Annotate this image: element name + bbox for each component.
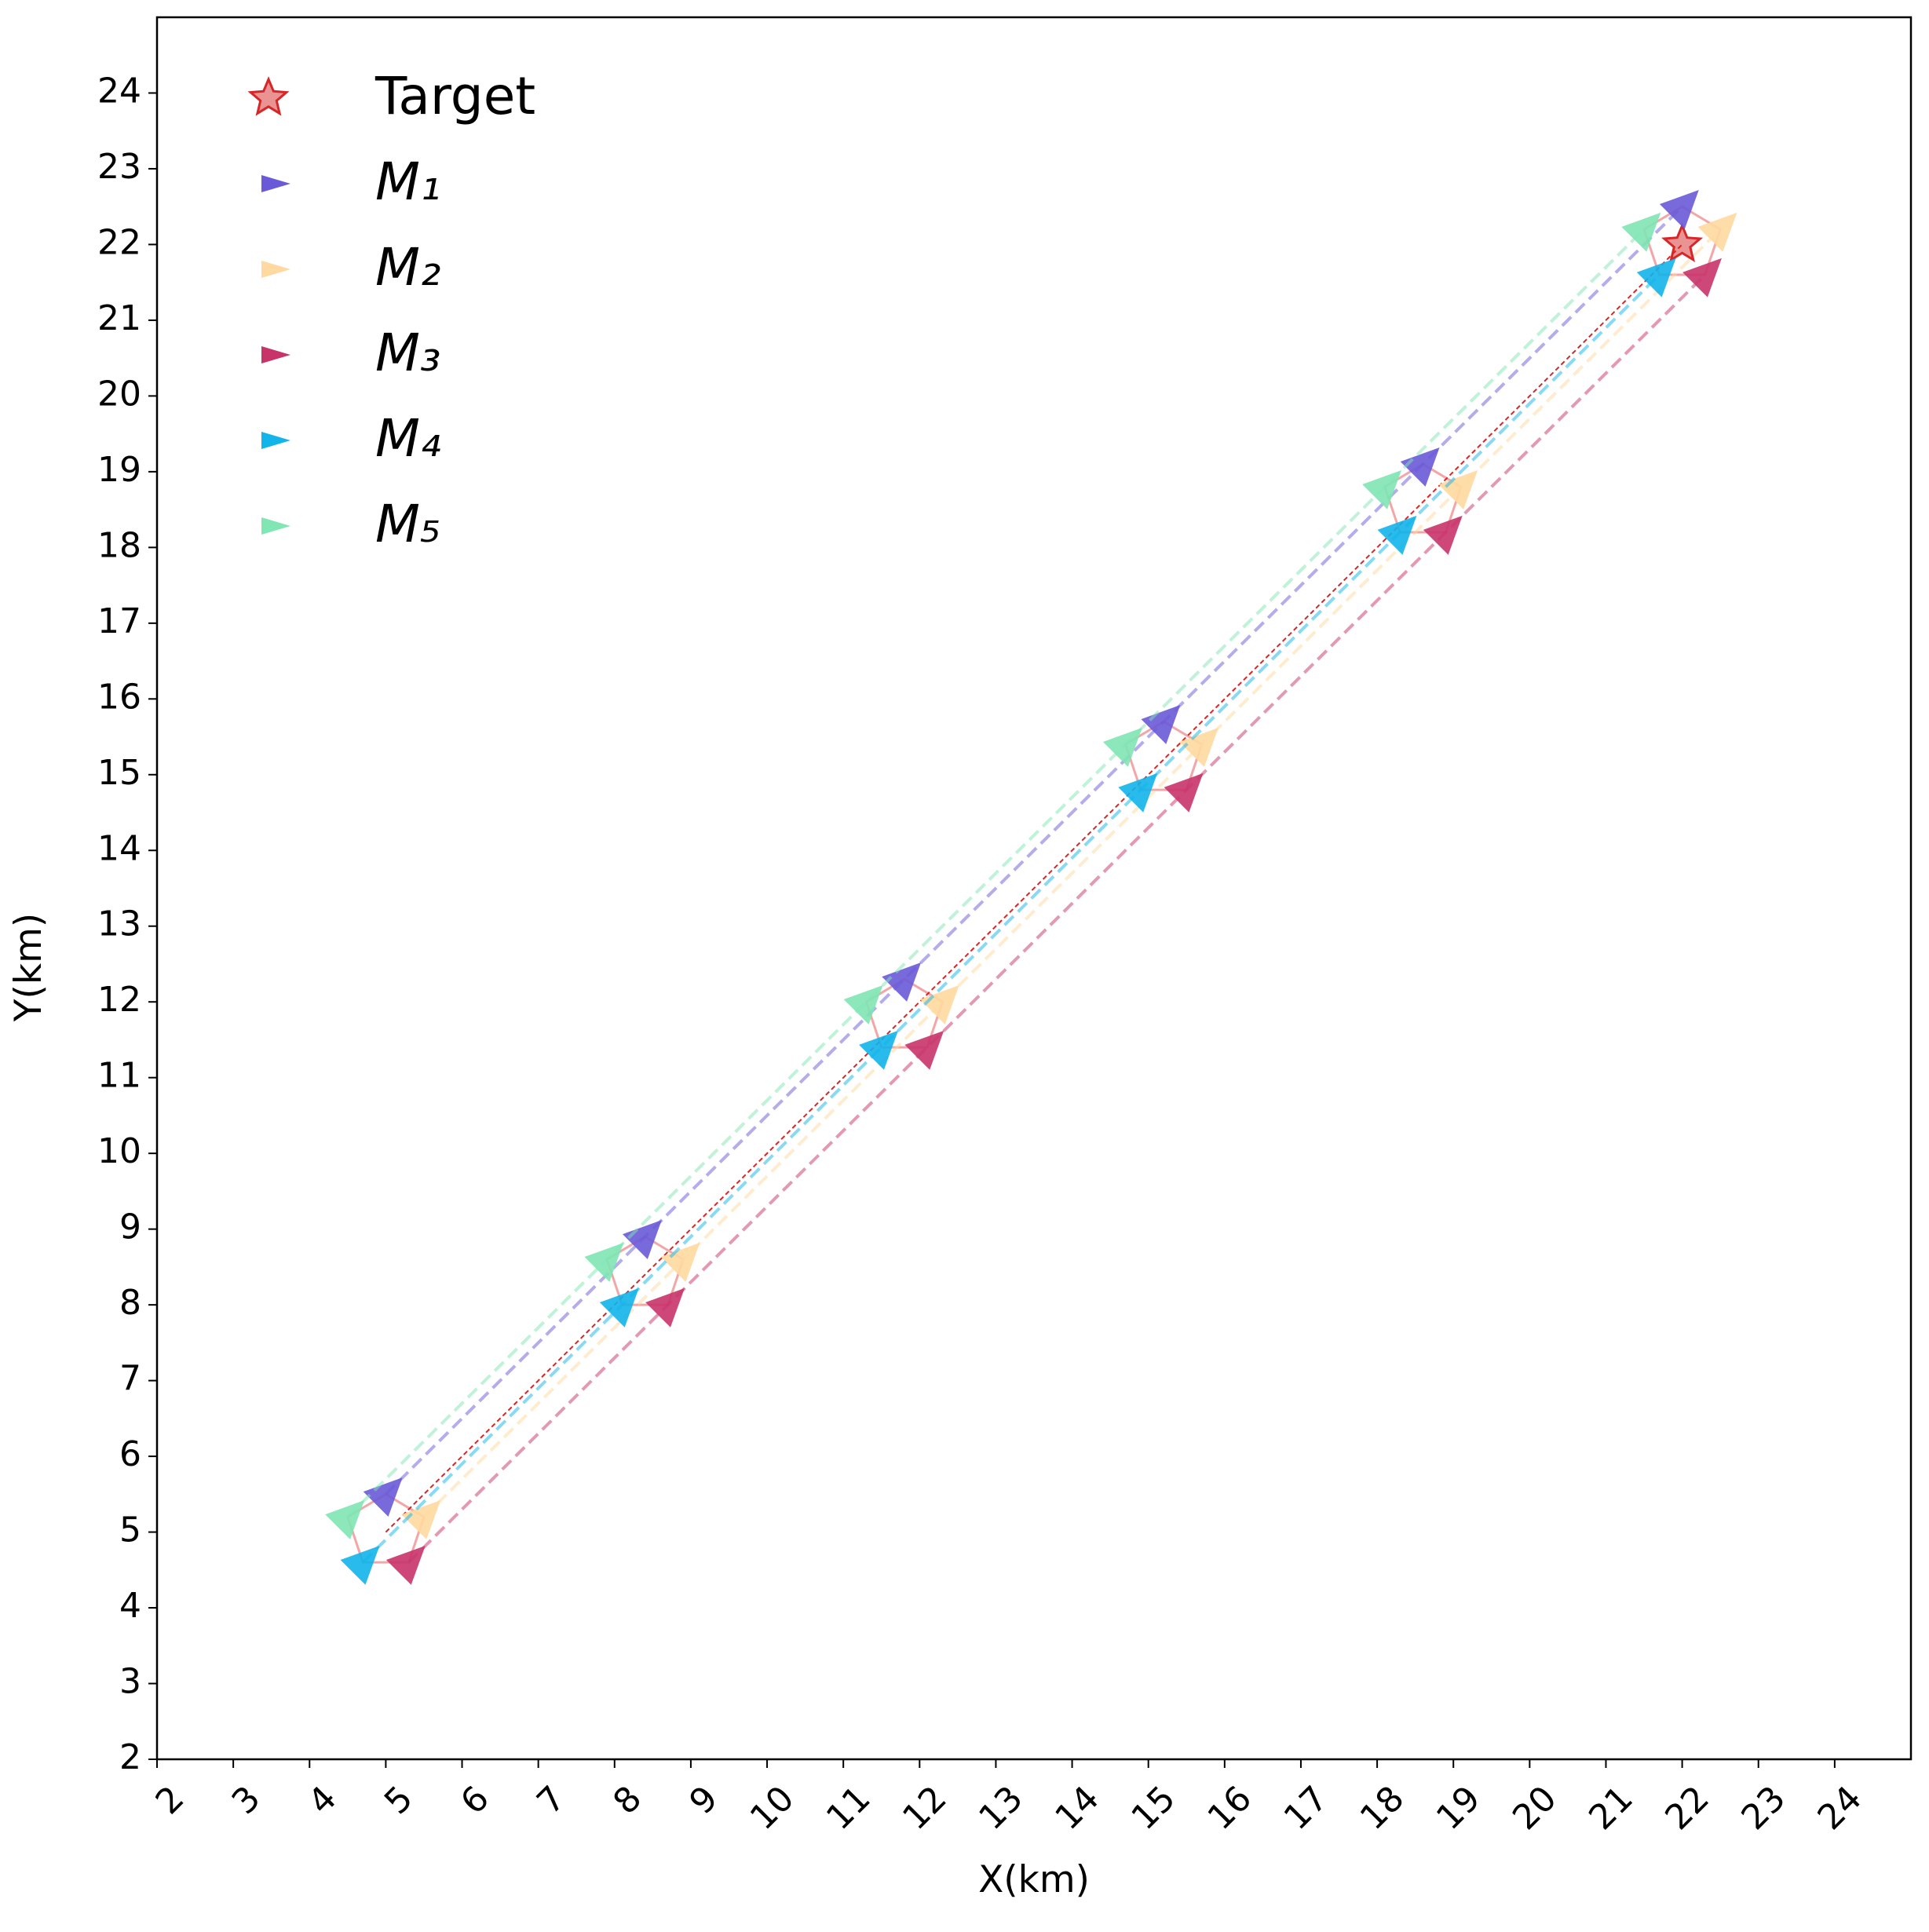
y-tick-label: 5 <box>119 1510 141 1550</box>
legend-label: M₂ <box>375 237 440 298</box>
agent-marker <box>660 1243 700 1282</box>
legend-marker <box>261 175 290 192</box>
target-marker <box>1661 222 1704 263</box>
trajectory <box>422 228 1722 1518</box>
agent-marker <box>1697 212 1737 252</box>
axes-frame <box>155 16 1913 1761</box>
y-tick-label: 24 <box>97 71 141 111</box>
agent-marker <box>843 985 883 1024</box>
y-axis-label: Y(km) <box>7 913 50 1022</box>
agent-marker <box>1118 772 1158 813</box>
agent-marker <box>599 1287 639 1328</box>
agent-marker <box>1621 212 1661 252</box>
agent-marker <box>1636 257 1676 298</box>
legend-label: M₅ <box>375 494 440 554</box>
agent-marker <box>1102 727 1142 767</box>
agent-marker <box>1362 469 1402 509</box>
y-tick-label: 3 <box>119 1662 141 1702</box>
y-tick-label: 14 <box>97 828 141 868</box>
agent-marker <box>622 1220 662 1259</box>
agent-marker <box>1164 772 1204 813</box>
y-tick-label: 22 <box>97 222 141 262</box>
legend-marker <box>247 76 290 116</box>
y-tick-label: 12 <box>97 980 141 1020</box>
agent-marker <box>645 1287 685 1328</box>
y-tick-label: 19 <box>97 450 141 490</box>
agent-marker <box>882 962 922 1002</box>
legend-label: M₁ <box>375 152 440 212</box>
agent-marker <box>1400 447 1440 487</box>
x-axis-label: X(km) <box>978 1858 1090 1901</box>
legend-marker <box>261 261 290 278</box>
agent-marker <box>401 1500 441 1539</box>
agent-marker <box>385 1545 426 1585</box>
agent-marker <box>1659 189 1699 229</box>
legend-label: M₃ <box>375 323 440 383</box>
agent-marker <box>1377 515 1417 555</box>
y-tick-label: 4 <box>119 1586 141 1626</box>
agent-marker <box>1141 705 1181 744</box>
agent-marker <box>1179 727 1218 767</box>
y-tick-label: 2 <box>119 1737 141 1777</box>
legend-label: Target <box>374 66 535 126</box>
legend-label: M₄ <box>375 408 440 469</box>
trajectory <box>385 243 1683 1533</box>
agent-marker <box>1423 515 1463 555</box>
y-tick-label: 8 <box>119 1283 141 1323</box>
trajectory <box>384 205 1684 1496</box>
y-tick-label: 18 <box>97 525 141 565</box>
y-tick-label: 6 <box>119 1434 141 1474</box>
agent-marker <box>919 985 959 1024</box>
legend-marker <box>261 346 290 363</box>
agent-marker <box>904 1030 944 1070</box>
plot-area <box>325 189 1737 1585</box>
y-tick-label: 10 <box>97 1131 141 1171</box>
trajectory <box>346 228 1646 1518</box>
y-tick-label: 20 <box>97 374 141 414</box>
y-tick-label: 15 <box>97 753 141 793</box>
agent-marker <box>325 1500 365 1539</box>
y-tick-label: 21 <box>97 298 141 338</box>
agent-marker <box>1438 469 1478 509</box>
y-tick-label: 16 <box>97 677 141 717</box>
legend-marker <box>261 517 290 535</box>
y-tick-label: 23 <box>97 147 141 187</box>
trajectory <box>407 273 1707 1564</box>
agent-marker <box>1682 257 1722 298</box>
agent-marker <box>584 1243 624 1282</box>
agent-marker <box>340 1545 380 1585</box>
agent-marker <box>363 1477 403 1517</box>
y-tick-label: 9 <box>119 1207 141 1247</box>
y-tick-label: 7 <box>119 1359 141 1399</box>
y-tick-label: 13 <box>97 904 141 944</box>
legend-marker <box>261 432 290 449</box>
agent-marker <box>859 1030 898 1070</box>
y-tick-label: 17 <box>97 601 141 641</box>
trajectory <box>361 273 1660 1564</box>
y-tick-label: 11 <box>97 1056 141 1096</box>
